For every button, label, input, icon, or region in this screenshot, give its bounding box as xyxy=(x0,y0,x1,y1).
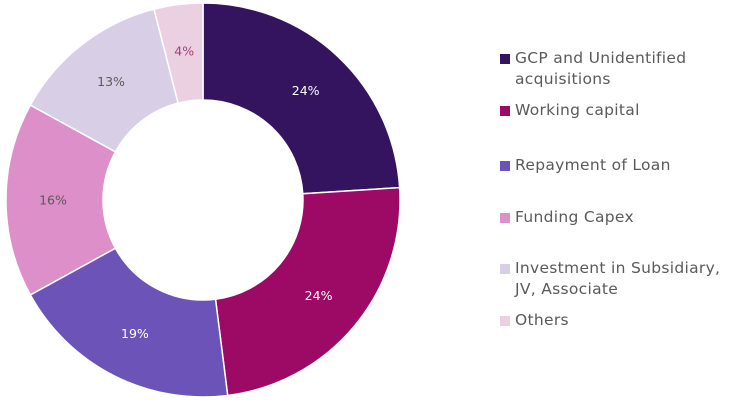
chart-legend: GCP and Unidentified acquisitions Working… xyxy=(500,48,735,331)
legend-item-1: GCP and Unidentified acquisitions xyxy=(500,48,735,90)
legend-swatch-2 xyxy=(500,106,510,116)
donut-slice-2 xyxy=(214,186,401,397)
donut-data-label-6: 4% xyxy=(174,44,194,59)
legend-swatch-4 xyxy=(500,213,510,223)
donut-slice-1 xyxy=(202,2,401,195)
legend-label-6: Others xyxy=(515,311,569,329)
legend-item-5: Investment in Subsidiary, JV, Associate xyxy=(500,258,735,300)
legend-label-4: Funding Capex xyxy=(515,208,634,226)
legend-item-6: Others xyxy=(500,310,735,331)
donut-data-label-3: 19% xyxy=(121,326,149,341)
donut-slices xyxy=(5,2,401,398)
legend-label-5: Investment in Subsidiary, JV, Associate xyxy=(515,259,721,298)
donut-data-label-1: 24% xyxy=(292,83,320,98)
legend-item-3: Repayment of Loan xyxy=(500,155,735,176)
donut-slice-3 xyxy=(29,247,229,398)
legend-item-2: Working capital xyxy=(500,100,735,121)
donut-chart: 24% 24% 19% 16% 13% 4% xyxy=(5,2,401,398)
legend-swatch-1 xyxy=(500,54,510,64)
donut-data-label-5: 13% xyxy=(97,74,125,89)
donut-data-label-4: 16% xyxy=(39,193,67,208)
donut-data-labels: 24% 24% 19% 16% 13% 4% xyxy=(39,44,332,341)
legend-label-3: Repayment of Loan xyxy=(515,156,671,174)
legend-swatch-6 xyxy=(500,316,510,326)
legend-swatch-5 xyxy=(500,264,510,274)
donut-slice-6 xyxy=(153,2,204,105)
legend-swatch-3 xyxy=(500,161,510,171)
legend-item-4: Funding Capex xyxy=(500,207,735,228)
legend-label-2: Working capital xyxy=(515,101,640,119)
donut-data-label-2: 24% xyxy=(305,288,333,303)
legend-label-1: GCP and Unidentified acquisitions xyxy=(515,49,687,88)
